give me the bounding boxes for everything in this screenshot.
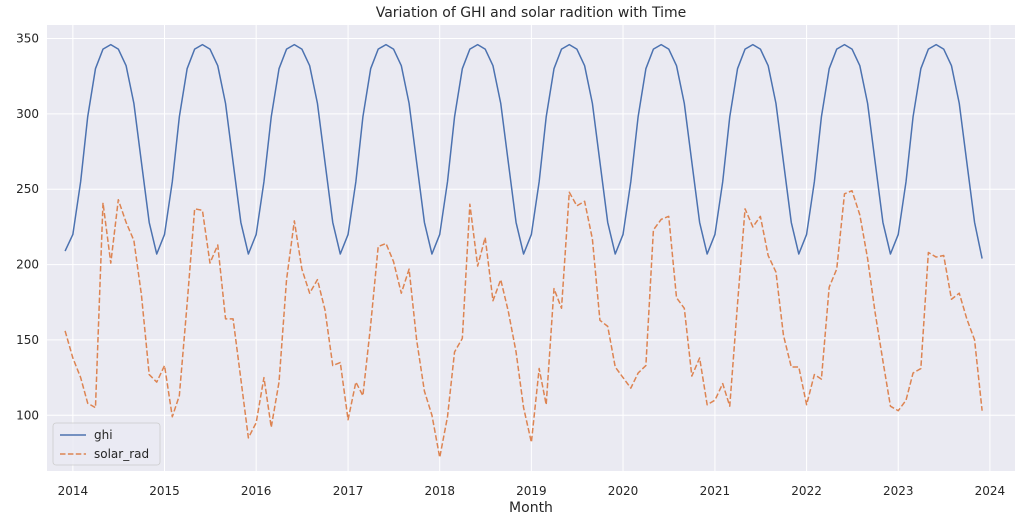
y-tick-label: 100 [16, 408, 39, 422]
chart-title: Variation of GHI and solar radition with… [376, 5, 687, 21]
legend-label-solar-rad: solar_rad [94, 447, 149, 461]
y-tick-label: 200 [16, 258, 39, 272]
series-line-solar-rad [64, 189, 983, 459]
series-line-ghi [64, 43, 983, 259]
x-axis-label: Month [509, 500, 553, 516]
x-tick-label: 2022 [791, 484, 822, 498]
x-tick-label: 2019 [516, 484, 547, 498]
grid [47, 25, 1015, 471]
x-tick-label: 2015 [149, 484, 180, 498]
series-layer [64, 43, 983, 459]
legend-label-ghi: ghi [94, 428, 113, 442]
y-tick-label: 350 [16, 32, 39, 46]
x-tick-label: 2014 [58, 484, 89, 498]
y-tick-label: 250 [16, 182, 39, 196]
x-tick-label: 2018 [424, 484, 455, 498]
legend: ghi solar_rad [52, 422, 161, 466]
x-tick-label: 2023 [883, 484, 914, 498]
x-tick-label: 2017 [333, 484, 364, 498]
x-tick-label: 2020 [608, 484, 639, 498]
tick-labels: 100 150 200 250 300 350 2014 2015 2016 2017 2018 20… [16, 32, 1005, 498]
x-tick-label: 2021 [700, 484, 731, 498]
x-tick-label: 2024 [975, 484, 1006, 498]
y-tick-label: 150 [16, 333, 39, 347]
y-tick-label: 300 [16, 107, 39, 121]
x-tick-label: 2016 [241, 484, 272, 498]
